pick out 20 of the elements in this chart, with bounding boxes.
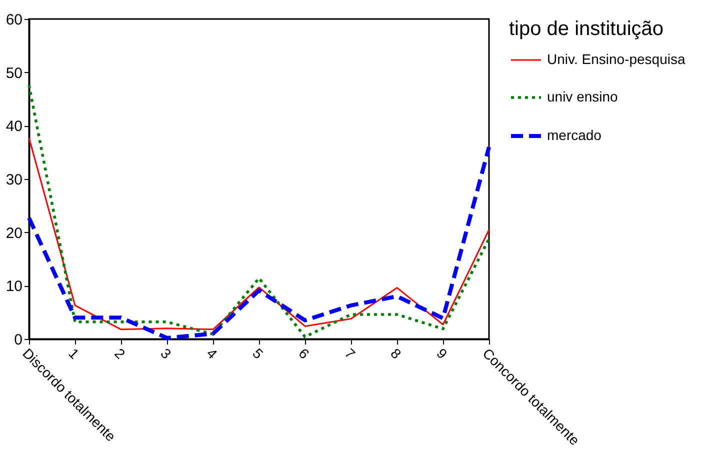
- x-tick-label: 8: [388, 345, 405, 362]
- x-tick-label: 7: [342, 345, 359, 362]
- x-tick-label: 9: [434, 345, 451, 362]
- legend-label: mercado: [547, 127, 602, 143]
- x-tick-label: 2: [112, 345, 129, 362]
- x-tick-label: 6: [296, 345, 313, 362]
- x-tick-label: 3: [158, 345, 175, 362]
- legend-label: Univ. Ensino-pesquisa: [547, 51, 686, 67]
- y-tick-label: 50: [6, 64, 22, 82]
- legend-title: tipo de instituição: [509, 18, 664, 40]
- y-tick-label: 20: [6, 224, 22, 242]
- y-tick-label: 40: [6, 118, 22, 136]
- y-tick-label: 60: [6, 12, 22, 28]
- legend-label: univ ensino: [547, 88, 618, 104]
- y-tick-label: 0: [14, 332, 22, 348]
- y-tick-label: 10: [6, 278, 22, 296]
- x-tick-label: 1: [66, 345, 83, 362]
- x-tick-label: 5: [250, 345, 267, 362]
- x-tick-label: 4: [204, 345, 221, 362]
- y-tick-label: 30: [6, 172, 22, 188]
